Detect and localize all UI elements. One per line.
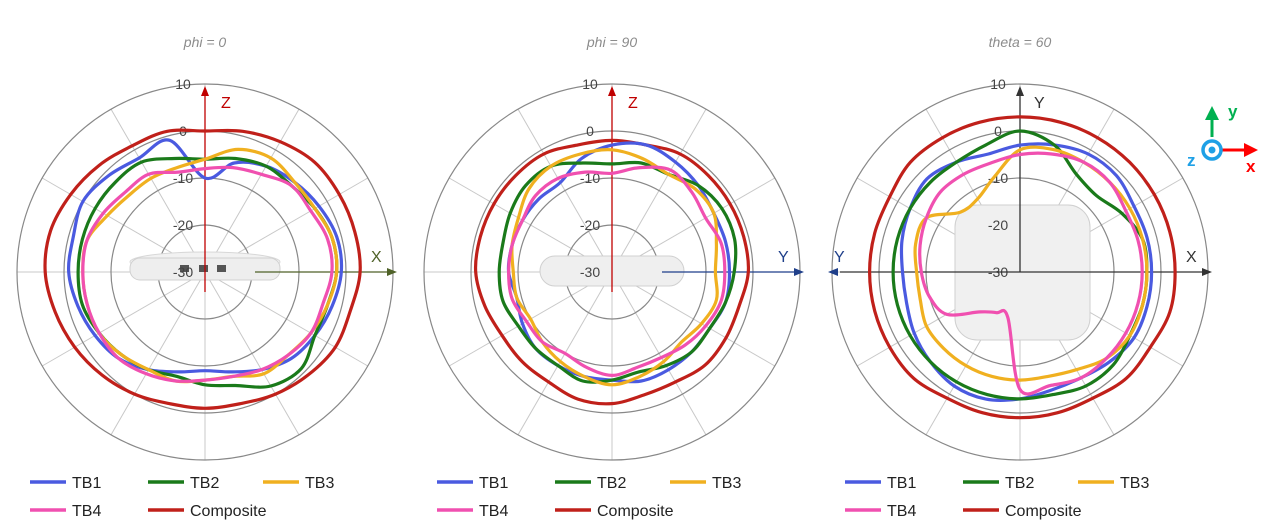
legend-label: TB3 xyxy=(1120,475,1149,492)
series-composite-line xyxy=(867,115,1177,420)
radial-tick-label: 10 xyxy=(582,76,598,92)
legend-item-tb2: TB2 xyxy=(148,475,219,492)
radial-tick-label: 0 xyxy=(586,123,594,139)
legend-label: Composite xyxy=(1005,503,1082,520)
right-arrowhead xyxy=(1202,268,1212,276)
chart-title: theta = 60 xyxy=(989,34,1052,50)
series-tb4-line xyxy=(918,151,1144,396)
coord-y-label: y xyxy=(1228,102,1238,121)
series-tb4-line xyxy=(506,165,727,378)
legend-item-tb2: TB2 xyxy=(555,475,626,492)
legend-label: TB4 xyxy=(479,503,508,520)
legend-label: TB3 xyxy=(305,475,334,492)
series-tb2-line xyxy=(891,129,1149,401)
series-composite-line xyxy=(43,128,362,410)
series-tb4-line xyxy=(81,165,334,383)
radial-tick-label: -20 xyxy=(580,217,600,233)
legend-label: Composite xyxy=(597,503,674,520)
y-arrowhead xyxy=(1205,106,1219,120)
legend-label: Composite xyxy=(190,503,267,520)
x-arrowhead xyxy=(1244,143,1258,157)
right-arrowhead xyxy=(794,268,804,276)
radial-tick-label: -20 xyxy=(988,217,1008,233)
up-arrowhead xyxy=(608,86,616,96)
right-axis-label: Y xyxy=(778,249,789,266)
polar-chart-2: phi = 90 10 0 -10 -20 -30 Z Y TB1 TB2 TB3 TB4 Compos… xyxy=(423,34,804,520)
legend-item-tb4: TB4 xyxy=(437,503,508,520)
legend-item-tb4: TB4 xyxy=(30,503,101,520)
up-arrowhead xyxy=(1016,86,1024,96)
radial-tick-label: 10 xyxy=(175,76,191,92)
legend-label: TB3 xyxy=(712,475,741,492)
radial-tick-label: -30 xyxy=(173,264,193,280)
series-tb1-line xyxy=(66,138,344,374)
legend-item-tb3: TB3 xyxy=(263,475,334,492)
legend-label: TB1 xyxy=(887,475,916,492)
legend-label: TB4 xyxy=(887,503,916,520)
up-arrowhead xyxy=(201,86,209,96)
radial-tick-label: 0 xyxy=(994,123,1002,139)
radial-tick-label: -30 xyxy=(580,264,600,280)
series-tb3-line xyxy=(510,148,719,387)
radial-tick-label: 10 xyxy=(990,76,1006,92)
legend-label: TB2 xyxy=(597,475,626,492)
coord-x-label: x xyxy=(1246,157,1256,176)
legend-item-composite: Composite xyxy=(963,503,1082,520)
legend-item-composite: Composite xyxy=(555,503,674,520)
up-axis-label: Z xyxy=(628,95,638,112)
legend-label: TB2 xyxy=(1005,475,1034,492)
right-arrowhead xyxy=(387,268,397,276)
legend-item-tb1: TB1 xyxy=(845,475,916,492)
legend-label: TB1 xyxy=(479,475,508,492)
up-axis-label: Y xyxy=(1034,95,1045,112)
legend-label: TB4 xyxy=(72,503,101,520)
legend-item-tb1: TB1 xyxy=(30,475,101,492)
left-arrowhead xyxy=(828,268,838,276)
radial-tick-label: -20 xyxy=(173,217,193,233)
legend-item-composite: Composite xyxy=(148,503,267,520)
legend-label: TB2 xyxy=(190,475,219,492)
legend-item-tb3: TB3 xyxy=(1078,475,1149,492)
chart-title: phi = 90 xyxy=(586,34,637,50)
left-axis-label: Y xyxy=(834,249,845,266)
port-icon xyxy=(217,265,226,272)
series-composite-line xyxy=(473,138,751,406)
legend-item-tb4: TB4 xyxy=(845,503,916,520)
coordinate-system-icon: y x z xyxy=(1187,102,1258,176)
legend-item-tb2: TB2 xyxy=(963,475,1034,492)
port-icon xyxy=(199,265,208,272)
radial-tick-label: -10 xyxy=(173,170,193,186)
chart-title: phi = 0 xyxy=(183,34,227,50)
z-dot xyxy=(1208,146,1216,154)
right-axis-label: X xyxy=(371,249,382,266)
series-tb2-line xyxy=(497,160,738,384)
up-axis-label: Z xyxy=(221,95,231,112)
radial-tick-label: -10 xyxy=(988,170,1008,186)
coord-z-label: z xyxy=(1187,151,1196,170)
legend-item-tb1: TB1 xyxy=(437,475,508,492)
legend-item-tb3: TB3 xyxy=(670,475,741,492)
right-axis-label: X xyxy=(1186,249,1197,266)
legend-label: TB1 xyxy=(72,475,101,492)
radial-tick-label: -10 xyxy=(580,170,600,186)
port-icon xyxy=(180,265,189,272)
